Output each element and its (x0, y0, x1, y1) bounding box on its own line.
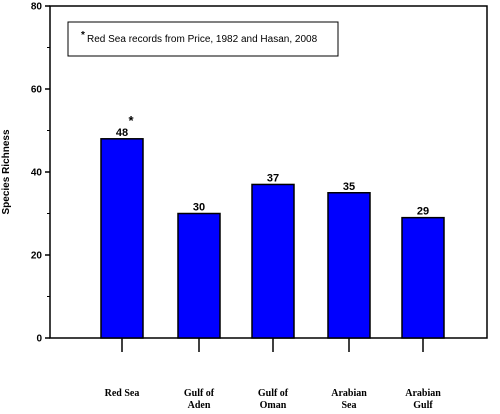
bar (251, 183, 295, 339)
y-tick-label: 20 (31, 251, 43, 262)
legend-text: Red Sea records from Price, 1982 and Has… (87, 34, 318, 45)
x-tick-label-line: Aden (188, 400, 211, 411)
bar (177, 212, 221, 339)
data-label: 29 (417, 206, 429, 218)
y-tick-label: 60 (31, 85, 43, 96)
legend-marker: * (81, 30, 85, 41)
data-label: 48 (116, 127, 128, 139)
x-tick-label-line: Sea (342, 400, 357, 411)
y-tick-label: 40 (31, 168, 43, 179)
legend-box: * Red Sea records from Price, 1982 and H… (67, 21, 339, 57)
x-tick-label-line: Gulf of (184, 388, 215, 399)
bars (100, 138, 445, 339)
data-label: 35 (343, 181, 355, 193)
x-tick-label-line: Gulf (413, 400, 433, 411)
y-tick-label: 0 (36, 334, 42, 345)
x-tick-label-line: Gulf of (258, 388, 289, 399)
y-axis-title: Species Richness (1, 129, 12, 214)
x-tick-label-line: Red Sea (105, 388, 140, 399)
data-label: 37 (267, 172, 279, 184)
bar (100, 138, 144, 339)
bar (327, 192, 371, 339)
bar (401, 216, 445, 339)
x-tick-label: Arabian Sea (331, 388, 367, 411)
x-tick-label-line: Oman (260, 400, 287, 411)
x-tick-label-line: Arabian (331, 388, 367, 399)
x-tick-label: Red Sea (105, 388, 140, 399)
x-tick-label: Gulf of Aden (184, 388, 215, 411)
x-tick-label-line: Arabian (405, 388, 441, 399)
x-tick-label: Arabian Gulf (405, 388, 441, 411)
y-tick-label: 80 (31, 2, 43, 13)
annotation-marker: * (128, 113, 134, 128)
data-label: 30 (193, 202, 205, 214)
x-tick-label: Gulf of Oman (258, 388, 289, 411)
